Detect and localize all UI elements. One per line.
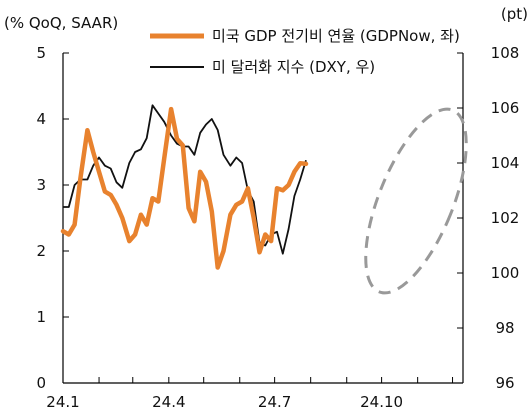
legend-label-gdp: 미국 GDP 전기비 연율 (GDPNow, 좌) <box>212 27 460 45</box>
x-tick-label: 24.7 <box>258 393 291 411</box>
right-tick-label: 96 <box>495 374 514 392</box>
left-tick-label: 3 <box>36 176 46 194</box>
right-tick-label: 98 <box>495 319 514 337</box>
x-tick-label: 24.4 <box>152 393 185 411</box>
right-tick-label: 106 <box>491 99 520 117</box>
series <box>60 104 309 270</box>
left-tick-label: 0 <box>36 374 46 392</box>
x-tick-label: 24.10 <box>360 393 403 411</box>
annotation <box>364 107 468 295</box>
axes: 0 1 2 3 4 5 96 98 100 102 104 106 108 24.1 24.4 24.7 24.… <box>36 44 519 411</box>
x-tick-label: 24.1 <box>46 393 79 411</box>
left-tick-label: 5 <box>36 44 46 62</box>
right-tick-label: 100 <box>491 264 520 282</box>
right-tick-label: 108 <box>491 44 520 62</box>
left-tick-label: 1 <box>36 308 46 326</box>
series-line-dxy <box>63 104 307 255</box>
right-tick-label: 102 <box>491 209 520 227</box>
left-axis-unit: (% QoQ, SAAR) <box>4 14 118 32</box>
legend-label-dxy: 미 달러화 지수 (DXY, 우) <box>212 58 375 76</box>
highlight-ellipse <box>364 107 468 295</box>
left-tick-label: 4 <box>36 110 46 128</box>
right-axis-unit: (pt) <box>501 5 528 23</box>
left-tick-label: 2 <box>36 242 46 260</box>
right-tick-label: 104 <box>491 154 520 172</box>
series-line-gdp <box>60 106 309 270</box>
legend: 미국 GDP 전기비 연율 (GDPNow, 좌) 미 달러화 지수 (DXY,… <box>150 27 460 76</box>
